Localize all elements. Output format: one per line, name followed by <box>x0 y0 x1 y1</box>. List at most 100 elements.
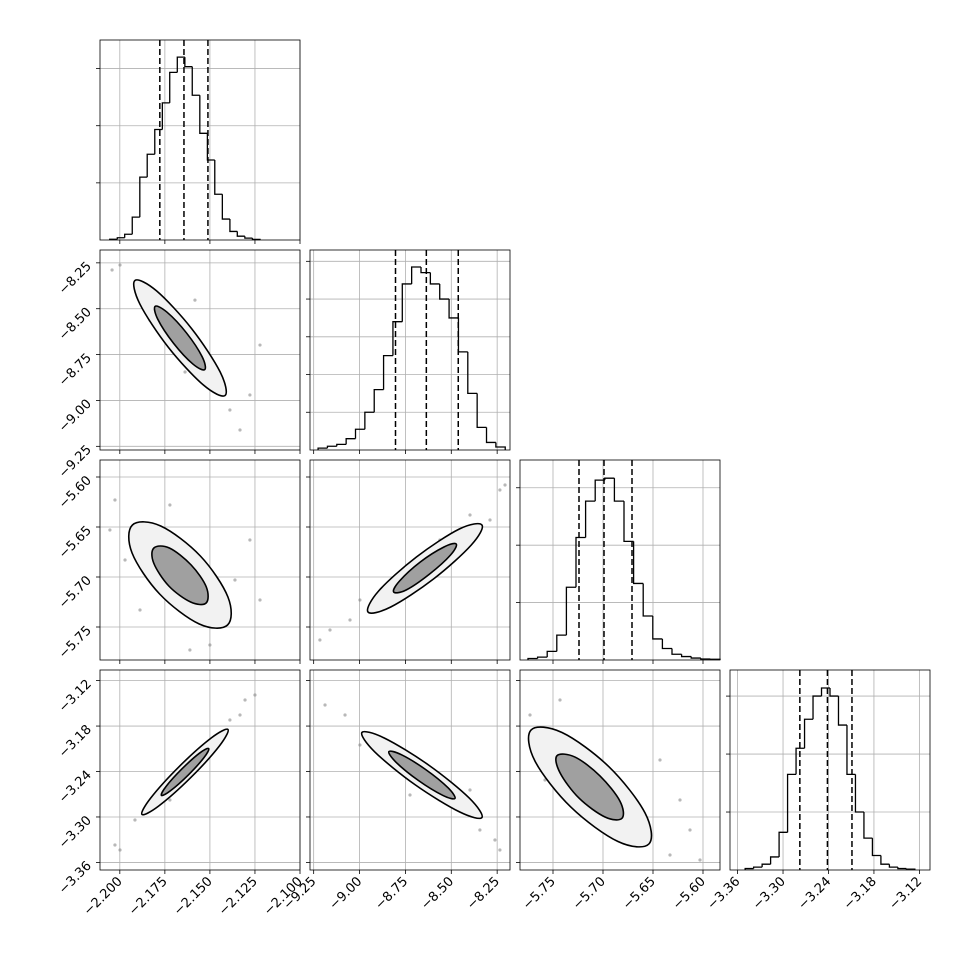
contour <box>387 750 456 800</box>
hist-step <box>485 427 496 444</box>
sample-point <box>698 858 702 862</box>
sample-point <box>348 618 352 622</box>
hist-step <box>786 773 797 833</box>
hist-step <box>536 656 548 659</box>
hist-step <box>439 283 450 300</box>
sample-point <box>118 848 122 852</box>
contour <box>392 542 458 594</box>
sample-point <box>498 488 502 492</box>
hist-step <box>411 266 422 284</box>
sample-point <box>503 483 507 487</box>
hist-step <box>565 586 576 636</box>
sample-point <box>138 608 142 612</box>
sample-point <box>323 703 327 707</box>
sample-point <box>668 853 672 857</box>
hist-step <box>897 867 907 870</box>
sample-point <box>408 793 412 797</box>
hist-step <box>401 283 412 322</box>
hist-step <box>680 654 692 658</box>
sample-point <box>343 713 347 717</box>
panel-frame <box>99 459 301 661</box>
sample-point <box>358 743 362 747</box>
hist-step <box>812 695 822 720</box>
hist-step <box>888 864 898 868</box>
hist-step <box>829 687 839 697</box>
sample-point <box>688 828 692 832</box>
sample-point <box>238 713 242 717</box>
hist-step <box>131 216 140 235</box>
hist-step <box>803 718 814 749</box>
sample-point <box>108 528 112 532</box>
sample-point <box>468 513 472 517</box>
hist-step <box>880 855 890 865</box>
sample-point <box>110 268 114 272</box>
hist-step <box>169 71 178 103</box>
hist-step <box>420 266 431 274</box>
sample-point <box>183 370 187 374</box>
panel-frame <box>309 459 511 661</box>
hist-step <box>354 428 365 439</box>
sample-point <box>118 263 122 267</box>
hist-step <box>336 443 347 447</box>
hist-step <box>769 856 780 865</box>
sample-point <box>113 843 117 847</box>
hist-step <box>863 812 873 839</box>
hist-step <box>244 236 253 239</box>
hist-step <box>778 831 788 857</box>
hist-step <box>373 388 384 413</box>
hist-step <box>326 445 337 449</box>
hist-step <box>382 355 393 390</box>
sample-point <box>328 628 332 632</box>
sample-point <box>228 408 232 412</box>
hist-step <box>905 868 916 870</box>
hist-step <box>690 656 701 659</box>
sample-point <box>238 428 242 432</box>
sample-point <box>208 643 212 647</box>
sample-point <box>498 848 502 852</box>
hist-step <box>229 219 238 233</box>
hist-step <box>623 501 634 542</box>
panel-frame <box>519 459 721 661</box>
hist-step <box>161 102 170 130</box>
hist-step <box>527 657 538 660</box>
hist-step <box>191 66 200 96</box>
sample-point <box>358 598 362 602</box>
hist-step <box>236 231 245 237</box>
hist-step <box>364 411 375 430</box>
hist-step <box>604 477 615 481</box>
sample-point <box>558 698 562 702</box>
hist-step <box>744 867 754 870</box>
hist-step <box>429 272 440 285</box>
sample-point <box>188 648 192 652</box>
hist-step <box>642 583 653 617</box>
sample-point <box>193 298 197 302</box>
panel-frame <box>519 669 721 871</box>
hist-step <box>146 153 155 178</box>
hist-step <box>854 774 864 813</box>
sample-point <box>243 698 247 702</box>
sample-point <box>248 393 252 397</box>
hist-step <box>671 648 682 655</box>
contour <box>153 305 207 371</box>
hist-step <box>392 321 403 356</box>
hist-step <box>820 687 830 697</box>
hist-step <box>124 233 133 238</box>
sample-point <box>233 578 237 582</box>
hist-step <box>652 615 663 640</box>
sample-point <box>493 838 497 842</box>
hist-step <box>700 658 711 660</box>
hist-step <box>556 634 567 652</box>
hist-step <box>476 393 487 429</box>
sample-point <box>168 798 172 802</box>
hist-step <box>575 536 586 588</box>
hist-step <box>214 160 223 195</box>
hist-step <box>495 442 506 450</box>
sample-point <box>228 718 232 722</box>
sample-point <box>258 343 262 347</box>
sample-point <box>468 788 472 792</box>
hist-step <box>467 351 478 395</box>
hist-step <box>761 863 771 868</box>
hist-step <box>661 638 672 650</box>
sample-point <box>253 693 257 697</box>
